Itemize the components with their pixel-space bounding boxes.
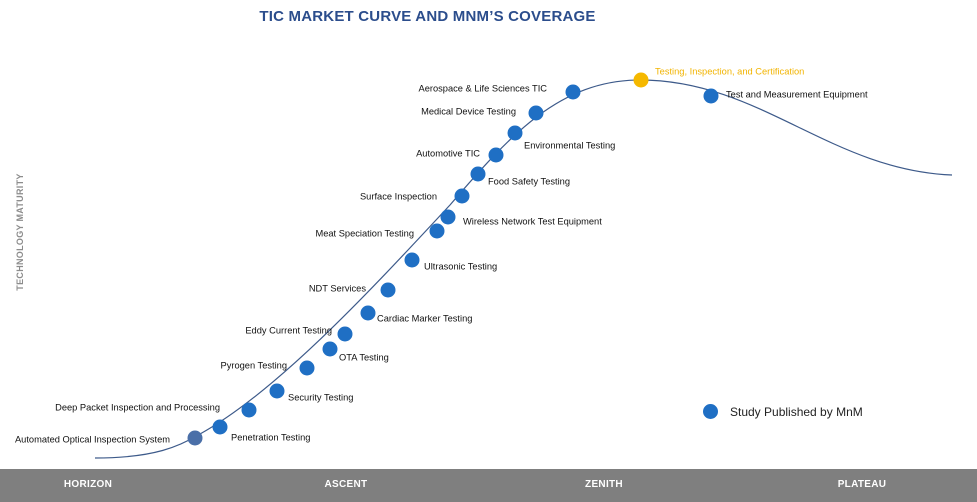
legend-marker-icon (703, 404, 718, 419)
label-meat-speciation-testing: Meat Speciation Testing (315, 228, 414, 238)
stage-plateau: PLATEAU (837, 479, 887, 490)
point-food-safety-testing (470, 166, 486, 182)
point-medical-device-testing (528, 105, 544, 121)
label-cardiac-marker-testing: Cardiac Marker Testing (377, 313, 472, 323)
label-environmental-testing: Environmental Testing (524, 140, 615, 150)
label-ndt-services: NDT Services (309, 283, 367, 293)
label-deep-packet-inspection-and-processing: Deep Packet Inspection and Processing (55, 402, 220, 412)
label-food-safety-testing: Food Safety Testing (488, 176, 570, 186)
legend: Study Published by MnM (703, 404, 863, 419)
legend-label: Study Published by MnM (730, 404, 863, 419)
point-wireless-network-test-equipment (440, 209, 456, 225)
point-security-testing (269, 383, 285, 399)
point-pyrogen-testing (299, 360, 315, 376)
point-test-and-measurement-equipment (703, 88, 719, 104)
label-surface-inspection: Surface Inspection (360, 191, 437, 201)
label-penetration-testing: Penetration Testing (231, 432, 310, 442)
point-aerospace-life-sciences-tic (565, 84, 581, 100)
stage-zenith: ZENITH (585, 479, 623, 490)
point-surface-inspection (454, 188, 470, 204)
point-meat-speciation-testing (429, 223, 445, 239)
label-automotive-tic: Automotive TIC (416, 148, 480, 158)
point-testing-inspection-and-certification (633, 72, 649, 88)
maturity-curve-line (94, 79, 953, 459)
chart-title: TIC MARKET CURVE AND MNM’S COVERAGE (259, 8, 596, 25)
point-deep-packet-inspection-and-processing (241, 402, 257, 418)
stage-ascent: ASCENT (324, 479, 368, 490)
label-aerospace-life-sciences-tic: Aerospace & Life Sciences TIC (419, 83, 548, 93)
point-ota-testing (322, 341, 338, 357)
label-testing-inspection-and-certification: Testing, Inspection, and Certification (655, 66, 804, 76)
point-penetration-testing (212, 419, 228, 435)
label-security-testing: Security Testing (288, 392, 353, 402)
point-cardiac-marker-testing (360, 305, 376, 321)
label-pyrogen-testing: Pyrogen Testing (221, 360, 288, 370)
point-eddy-current-testing (337, 326, 353, 342)
stage-horizon: HORIZON (63, 479, 113, 490)
point-ndt-services (380, 282, 396, 298)
point-automotive-tic (488, 147, 504, 163)
label-medical-device-testing: Medical Device Testing (421, 106, 516, 116)
point-ultrasonic-testing (404, 252, 420, 268)
label-test-and-measurement-equipment: Test and Measurement Equipment (726, 89, 868, 99)
point-automated-optical-inspection-system (187, 430, 203, 446)
label-ultrasonic-testing: Ultrasonic Testing (424, 261, 497, 271)
label-ota-testing: OTA Testing (339, 352, 389, 362)
label-automated-optical-inspection-system: Automated Optical Inspection System (15, 434, 170, 444)
point-environmental-testing (507, 125, 523, 141)
stage-bar: HORIZON ASCENT ZENITH PLATEAU (0, 469, 977, 502)
label-eddy-current-testing: Eddy Current Testing (245, 325, 332, 335)
label-wireless-network-test-equipment: Wireless Network Test Equipment (463, 216, 602, 226)
market-curve-diagram: Automated Optical Inspection System Penet… (15, 66, 953, 459)
